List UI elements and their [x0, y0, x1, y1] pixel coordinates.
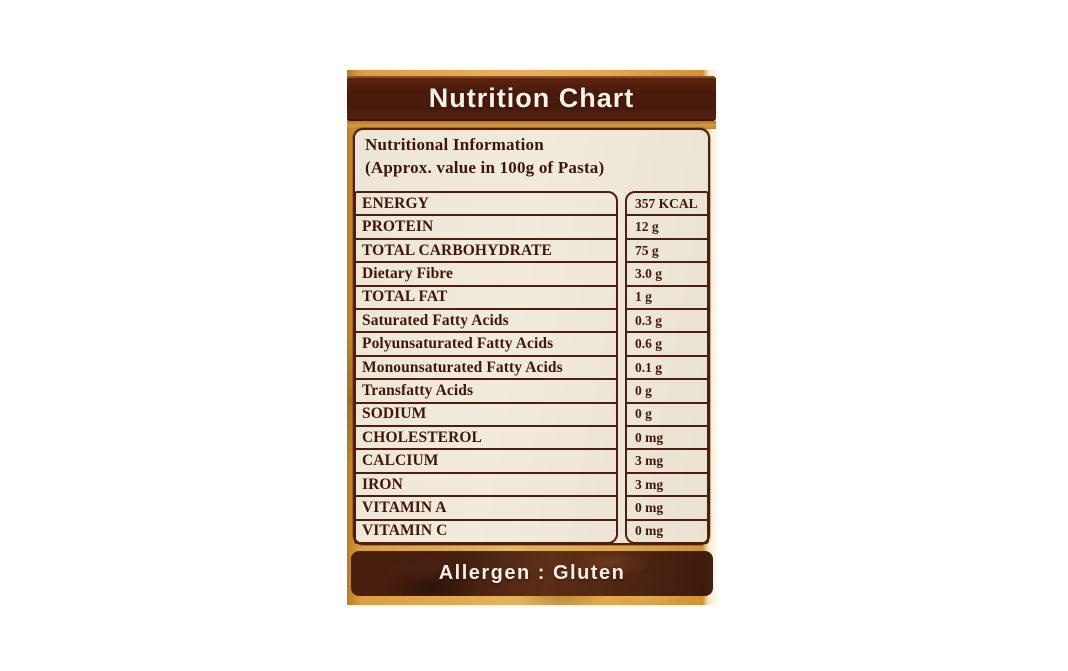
gold-divider: [347, 121, 716, 129]
product-label-photo: Nutrition Chart Nutritional Information …: [347, 70, 717, 605]
nutrient-label: SODIUM: [356, 404, 616, 428]
nutrient-value: 0 mg: [627, 427, 707, 451]
nutrient-label: Monounsaturated Fatty Acids: [356, 357, 616, 381]
nutrient-value: 3 mg: [627, 474, 707, 498]
info-subtitle: (Approx. value in 100g of Pasta): [365, 158, 605, 177]
nutrition-table: ENERGY PROTEIN TOTAL CARBOHYDRATE Dietary F…: [354, 191, 709, 544]
nutrient-label: IRON: [356, 474, 616, 498]
nutrient-value: 357 KCAL: [627, 193, 707, 217]
nutrient-label: Transfatty Acids: [356, 380, 616, 404]
nutrient-value: 0.6 g: [627, 333, 707, 357]
nutrient-label: Dietary Fibre: [356, 263, 616, 287]
nutrient-label: CALCIUM: [356, 450, 616, 474]
nutrient-value: 0.3 g: [627, 310, 707, 334]
nutrient-value: 1 g: [627, 287, 707, 311]
nutrient-label: VITAMIN A: [356, 497, 616, 521]
panel-header: Nutritional Information (Approx. value i…: [355, 130, 708, 191]
nutrient-label: VITAMIN C: [362, 522, 448, 540]
nutrient-label: ENERGY: [356, 193, 616, 217]
title-banner: Nutrition Chart: [347, 76, 716, 121]
allergen-banner: Allergen : Gluten: [351, 551, 713, 596]
label-column: ENERGY PROTEIN TOTAL CARBOHYDRATE Dietary F…: [354, 191, 618, 544]
info-title: Nutritional Information: [365, 135, 544, 154]
nutrient-value: 0 mg: [635, 523, 664, 539]
nutrient-value: 0 g: [627, 380, 707, 404]
nutrient-label: TOTAL CARBOHYDRATE: [356, 240, 616, 264]
nutrient-label: TOTAL FAT: [356, 287, 616, 311]
nutrient-label: Saturated Fatty Acids: [356, 310, 616, 334]
nutrient-value: 3.0 g: [627, 263, 707, 287]
allergen-text: Allergen : Gluten: [438, 562, 626, 584]
nutrient-label: CHOLESTEROL: [356, 427, 616, 451]
nutrient-value: 0.1 g: [627, 357, 707, 381]
nutrient-value: 0 mg: [627, 497, 707, 521]
nutrient-value: 75 g: [627, 240, 707, 264]
nutrient-value: 12 g: [627, 216, 707, 240]
nutrient-value: 3 mg: [627, 450, 707, 474]
nutrition-panel: Nutritional Information (Approx. value i…: [353, 128, 710, 545]
nutrient-label: Polyunsaturated Fatty Acids: [356, 333, 616, 357]
nutrient-value: 0 g: [627, 404, 707, 428]
nutrient-label: PROTEIN: [356, 216, 616, 240]
title-banner-text: Nutrition Chart: [428, 83, 635, 113]
